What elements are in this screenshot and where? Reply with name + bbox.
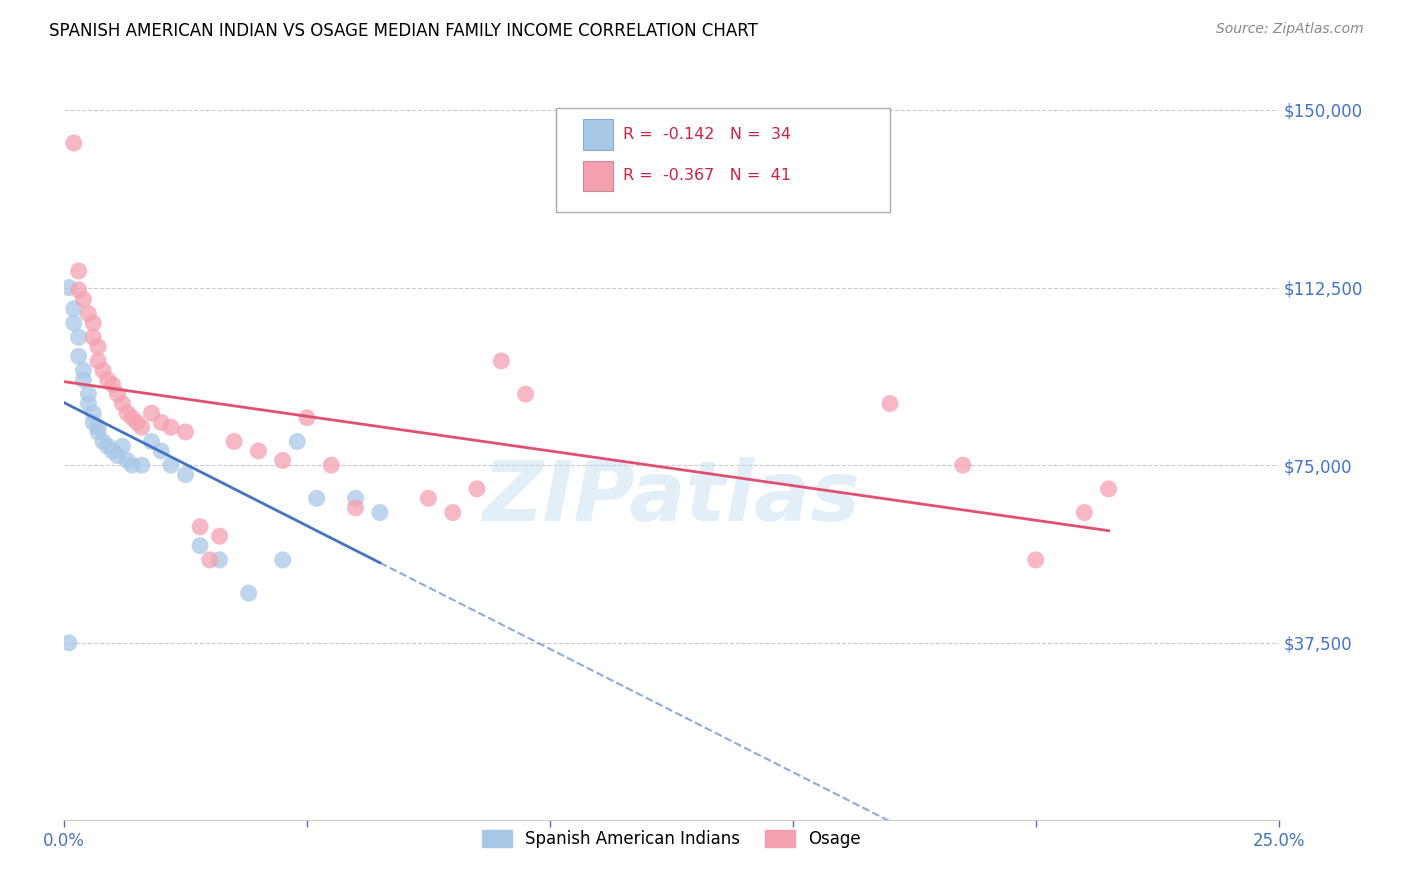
Point	[67, 264, 90, 278]
Point	[77, 387, 100, 401]
Point	[491, 354, 513, 368]
Point	[295, 410, 318, 425]
Point	[418, 491, 440, 506]
FancyBboxPatch shape	[555, 109, 890, 212]
Bar	[582, 161, 613, 192]
Point	[515, 387, 537, 401]
Point	[87, 425, 110, 439]
Point	[82, 416, 104, 430]
Point	[115, 406, 138, 420]
Point	[224, 434, 246, 449]
Text: SPANISH AMERICAN INDIAN VS OSAGE MEDIAN FAMILY INCOME CORRELATION CHART: SPANISH AMERICAN INDIAN VS OSAGE MEDIAN …	[49, 22, 758, 40]
Point	[97, 439, 120, 453]
Point	[107, 387, 129, 401]
Point	[141, 406, 163, 420]
Point	[58, 280, 80, 294]
Point	[62, 301, 84, 316]
Point	[67, 349, 90, 363]
Point	[879, 396, 901, 410]
Point	[247, 444, 270, 458]
Point	[82, 406, 104, 420]
Point	[82, 330, 104, 344]
Point	[1073, 506, 1095, 520]
Point	[174, 425, 197, 439]
Point	[150, 416, 173, 430]
Point	[91, 434, 114, 449]
Point	[344, 500, 367, 515]
Point	[111, 396, 134, 410]
Point	[344, 491, 367, 506]
Point	[125, 416, 148, 430]
Text: R =  -0.367   N =  41: R = -0.367 N = 41	[623, 169, 790, 184]
Point	[62, 136, 84, 150]
Point	[285, 434, 308, 449]
Point	[952, 458, 974, 472]
Point	[208, 529, 231, 543]
Point	[111, 439, 134, 453]
Point	[188, 520, 211, 534]
Text: ZIPatlas: ZIPatlas	[482, 457, 860, 538]
Point	[87, 340, 110, 354]
Point	[131, 420, 153, 434]
Point	[150, 444, 173, 458]
Point	[97, 373, 120, 387]
Bar	[582, 119, 613, 150]
Point	[72, 373, 94, 387]
Point	[107, 449, 129, 463]
Point	[58, 636, 80, 650]
Point	[115, 453, 138, 467]
Point	[160, 458, 183, 472]
Point	[121, 458, 143, 472]
Point	[321, 458, 343, 472]
Point	[1025, 553, 1047, 567]
Point	[198, 553, 221, 567]
Point	[77, 396, 100, 410]
Point	[441, 506, 464, 520]
Point	[67, 330, 90, 344]
Point	[82, 316, 104, 330]
Point	[271, 453, 294, 467]
Text: Source: ZipAtlas.com: Source: ZipAtlas.com	[1216, 22, 1364, 37]
Point	[101, 444, 124, 458]
Point	[87, 420, 110, 434]
Point	[77, 307, 100, 321]
Point	[188, 539, 211, 553]
Point	[174, 467, 197, 482]
Point	[131, 458, 153, 472]
Point	[208, 553, 231, 567]
Point	[62, 316, 84, 330]
Point	[465, 482, 488, 496]
Point	[101, 377, 124, 392]
Point	[160, 420, 183, 434]
Point	[141, 434, 163, 449]
Point	[87, 354, 110, 368]
Point	[271, 553, 294, 567]
Point	[368, 506, 391, 520]
Point	[238, 586, 260, 600]
Point	[305, 491, 328, 506]
Point	[67, 283, 90, 297]
Point	[72, 363, 94, 377]
Text: R =  -0.142   N =  34: R = -0.142 N = 34	[623, 127, 790, 142]
Point	[121, 410, 143, 425]
Point	[1097, 482, 1119, 496]
Legend: Spanish American Indians, Osage: Spanish American Indians, Osage	[475, 823, 868, 855]
Point	[72, 293, 94, 307]
Point	[91, 363, 114, 377]
